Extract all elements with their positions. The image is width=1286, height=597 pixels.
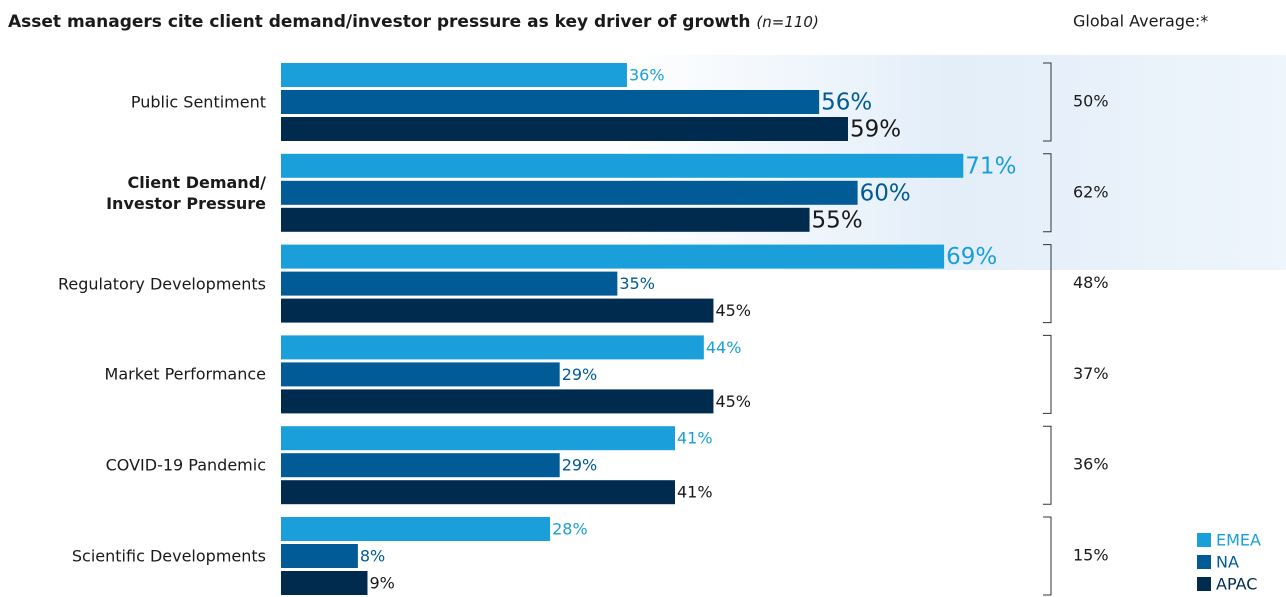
value-label: 29% [562, 365, 598, 384]
global-average-value: 36% [1073, 455, 1109, 474]
bar [281, 480, 676, 505]
bar [281, 335, 704, 360]
value-label: 71% [965, 153, 1016, 179]
value-label: 36% [629, 66, 665, 85]
category-label: Public Sentiment [130, 92, 266, 112]
value-label: 69% [946, 244, 997, 270]
legend-swatch [1197, 533, 1211, 547]
bar [281, 207, 810, 232]
bar [281, 453, 560, 478]
bracket [1043, 516, 1052, 596]
bar [281, 180, 858, 205]
global-average-value: 62% [1073, 182, 1109, 201]
value-label: 45% [715, 301, 751, 320]
value-label: 59% [850, 117, 901, 143]
bracket [1043, 62, 1052, 142]
value-label: 41% [677, 483, 713, 502]
bar [281, 571, 368, 595]
global-average-value: 15% [1073, 546, 1109, 565]
bar [281, 426, 676, 451]
global-average-value: 48% [1073, 273, 1109, 292]
legend-label: APAC [1216, 575, 1257, 594]
category-label: Client Demand/ Investor Pressure [106, 172, 266, 213]
category-label: Market Performance [104, 364, 266, 384]
bar [281, 517, 551, 541]
bar [281, 244, 945, 269]
bracket [1043, 244, 1052, 324]
value-label: 45% [715, 392, 751, 411]
value-label: 60% [860, 180, 911, 206]
legend-label: NA [1216, 553, 1239, 572]
bracket [1043, 425, 1052, 505]
global-average-value: 37% [1073, 364, 1109, 383]
global-average-label: Global Average:* [1073, 12, 1208, 31]
bar [281, 544, 358, 568]
bar [281, 153, 964, 178]
bracket [1043, 334, 1052, 414]
global-average-value: 50% [1073, 92, 1109, 111]
chart-title: Asset managers cite client demand/invest… [8, 12, 819, 32]
bar [281, 389, 714, 414]
title-text: Asset managers cite client demand/invest… [8, 12, 750, 32]
bracket [1043, 153, 1052, 233]
legend-label: EMEA [1216, 531, 1261, 550]
value-label: 35% [619, 274, 655, 293]
value-label: 28% [552, 520, 588, 539]
bar [281, 117, 848, 141]
category-label: Scientific Developments [71, 546, 266, 566]
category-label: Regulatory Developments [57, 274, 266, 294]
value-label: 9% [369, 574, 394, 593]
value-label: 29% [562, 456, 598, 475]
bar [281, 271, 618, 296]
legend-swatch [1197, 555, 1211, 569]
bar [281, 63, 627, 87]
value-label: 8% [360, 547, 385, 566]
bar [281, 90, 820, 114]
category-label: COVID-19 Pandemic [105, 455, 266, 475]
value-label: 55% [812, 207, 863, 233]
value-label: 56% [821, 90, 872, 116]
value-label: 44% [706, 338, 742, 357]
value-label: 41% [677, 429, 713, 448]
subtitle: (n=110) [756, 13, 818, 31]
legend-swatch [1197, 577, 1211, 591]
bar [281, 298, 714, 323]
bar [281, 362, 560, 387]
